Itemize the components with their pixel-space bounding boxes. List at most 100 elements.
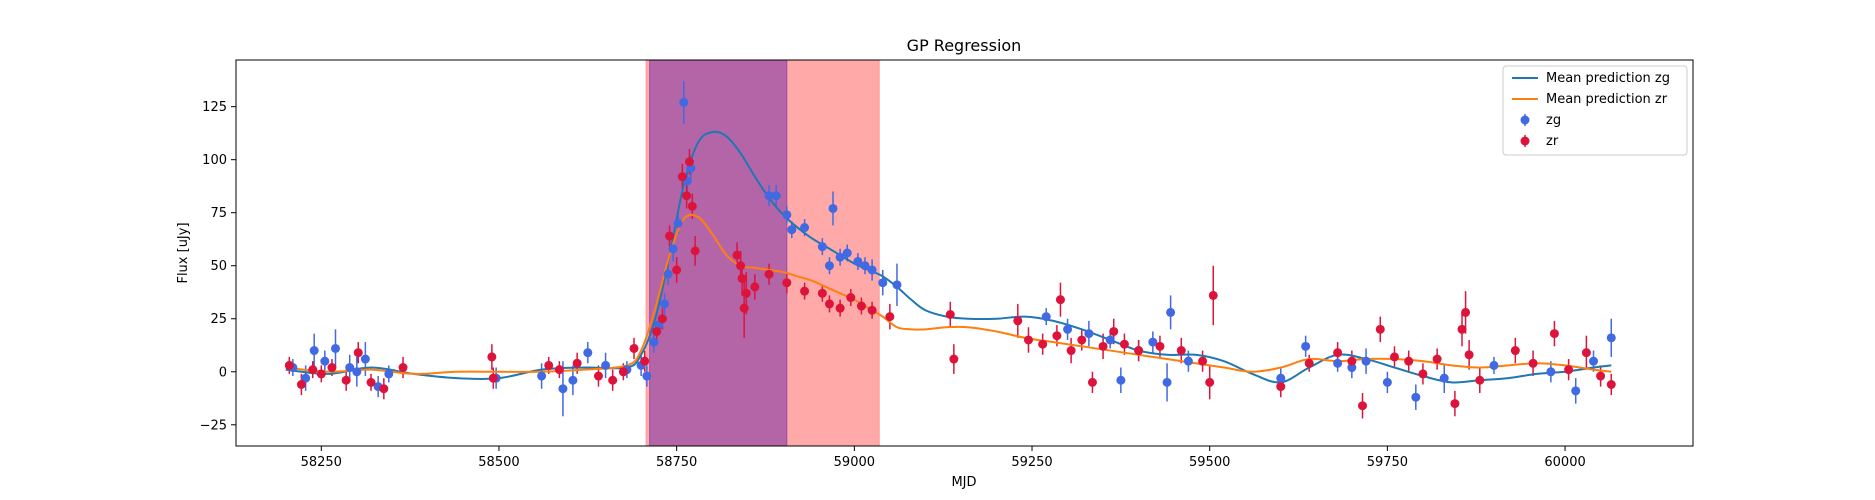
zr-point (682, 191, 692, 201)
zg-point (1382, 377, 1392, 387)
legend: Mean prediction zg Mean prediction zr zg… (1502, 65, 1688, 156)
x-axis-label: MJD (951, 475, 976, 490)
zr-point (1510, 346, 1520, 356)
zr-point (949, 354, 959, 364)
zr-point (764, 269, 774, 279)
zr-point (379, 384, 389, 394)
zr-point (1581, 348, 1591, 358)
zg-point (817, 242, 827, 252)
legend-zr-marker (1520, 136, 1530, 146)
zr-point (750, 282, 760, 292)
zr-point (366, 377, 376, 387)
zr-point (488, 373, 498, 383)
zr-point (835, 303, 845, 313)
legend-zg-line-label: Mean prediction zg (1546, 71, 1670, 86)
plot-frame (235, 59, 1694, 447)
zg-point (558, 384, 568, 394)
zr-point (1358, 401, 1368, 411)
zg-point (583, 348, 593, 358)
zg-point (660, 299, 670, 309)
zr-point (652, 326, 662, 336)
zr-point (487, 352, 497, 362)
x-tick-label: 58750 (656, 455, 697, 470)
zg-point (568, 375, 578, 385)
x-tick-label: 59250 (1011, 455, 1052, 470)
zr-point (629, 343, 639, 353)
zr-point (1432, 354, 1442, 364)
zr-point (687, 201, 697, 211)
zg-point (384, 369, 394, 379)
zr-point (296, 379, 306, 389)
legend-zr-marker-label: zr (1546, 134, 1559, 149)
zr-point (1528, 358, 1538, 368)
x-tick-label: 59000 (834, 455, 875, 470)
zg-point (1162, 377, 1172, 387)
zr-point (308, 365, 318, 375)
zg-point (1606, 333, 1616, 343)
zg-point (309, 346, 319, 356)
zg-point (301, 373, 311, 383)
y-tick-label: 25 (210, 312, 227, 327)
zg-point (787, 225, 797, 235)
zr-point (544, 360, 554, 370)
zr-point (1119, 339, 1129, 349)
zr-point (732, 250, 742, 260)
zr-point (1205, 377, 1215, 387)
zg-point (1166, 307, 1176, 317)
zg-point (649, 337, 659, 347)
zg-point (601, 360, 611, 370)
zr-point (327, 363, 337, 373)
zg-point (1084, 329, 1094, 339)
zg-point (1183, 356, 1193, 366)
zr-point (1461, 307, 1471, 317)
zr-point (1208, 290, 1218, 300)
zr-point (1023, 335, 1033, 345)
zr-point (782, 278, 792, 288)
zr-point (800, 286, 810, 296)
zr-point (1013, 316, 1023, 326)
zr-point (608, 375, 618, 385)
zr-point (640, 356, 650, 366)
zr-point (736, 261, 746, 271)
zr-point (1549, 329, 1559, 339)
y-tick-label: 50 (210, 259, 227, 274)
zg-point (1489, 360, 1499, 370)
zg-point (828, 203, 838, 213)
zg-point (1361, 356, 1371, 366)
zr-point (1457, 324, 1467, 334)
zr-point (1606, 379, 1616, 389)
zg-point (1116, 375, 1126, 385)
zg-point (1301, 341, 1311, 351)
zg-point (1588, 356, 1598, 366)
zr-point (1176, 346, 1186, 356)
zr-point (677, 172, 687, 182)
zg-point (1333, 358, 1343, 368)
x-tick-label: 58500 (478, 455, 519, 470)
zg-point (860, 261, 870, 271)
zr-point (1134, 346, 1144, 356)
zr-point (657, 314, 667, 324)
data-points (284, 97, 1616, 411)
mean-prediction-zr-line (285, 213, 1612, 375)
zr-point (672, 265, 682, 275)
zr-point (1375, 324, 1385, 334)
zr-point (1087, 377, 1097, 387)
legend-zr-line-label: Mean prediction zr (1546, 92, 1668, 107)
zr-point (1596, 371, 1606, 381)
zg-point (771, 191, 781, 201)
zr-point (1055, 295, 1065, 305)
zr-point (1155, 341, 1165, 351)
x-tick-label: 59500 (1189, 455, 1230, 470)
zg-point (1148, 337, 1158, 347)
chart-title: GP Regression (907, 36, 1022, 55)
zr-point (739, 303, 749, 313)
zr-point (1098, 341, 1108, 351)
zg-point (842, 248, 852, 258)
zg-point (1546, 367, 1556, 377)
zr-point (554, 365, 564, 375)
zr-point (1066, 346, 1076, 356)
zr-point (737, 273, 747, 283)
zg-point (360, 354, 370, 364)
zg-point (867, 265, 877, 275)
